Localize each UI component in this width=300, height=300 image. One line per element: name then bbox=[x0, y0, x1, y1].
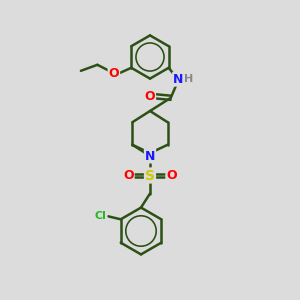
Text: O: O bbox=[123, 169, 134, 182]
Text: S: S bbox=[145, 169, 155, 182]
Text: O: O bbox=[145, 90, 155, 103]
Text: N: N bbox=[173, 73, 184, 86]
Text: O: O bbox=[109, 67, 119, 80]
Text: Cl: Cl bbox=[95, 211, 106, 221]
Text: N: N bbox=[145, 149, 155, 163]
Text: O: O bbox=[166, 169, 177, 182]
Text: H: H bbox=[184, 74, 194, 84]
